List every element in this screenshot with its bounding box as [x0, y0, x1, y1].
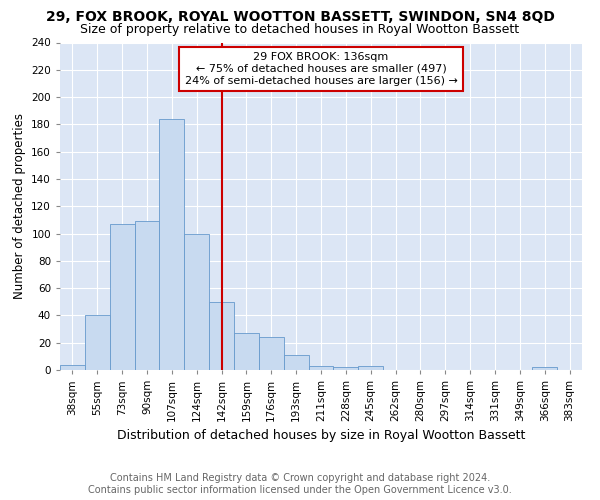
Text: 29 FOX BROOK: 136sqm
← 75% of detached houses are smaller (497)
24% of semi-deta: 29 FOX BROOK: 136sqm ← 75% of detached h… [185, 52, 457, 86]
Bar [259, 337, 284, 370]
Bar [284, 355, 308, 370]
Bar [184, 234, 209, 370]
Bar [334, 368, 358, 370]
Bar [358, 366, 383, 370]
Bar [134, 222, 160, 370]
Bar [60, 364, 85, 370]
Bar [209, 302, 234, 370]
Bar [308, 366, 334, 370]
Bar [160, 119, 184, 370]
Text: Contains HM Land Registry data © Crown copyright and database right 2024.
Contai: Contains HM Land Registry data © Crown c… [88, 474, 512, 495]
Text: Size of property relative to detached houses in Royal Wootton Bassett: Size of property relative to detached ho… [80, 22, 520, 36]
X-axis label: Distribution of detached houses by size in Royal Wootton Bassett: Distribution of detached houses by size … [117, 430, 525, 442]
Bar [85, 316, 110, 370]
Bar [532, 368, 557, 370]
Text: 29, FOX BROOK, ROYAL WOOTTON BASSETT, SWINDON, SN4 8QD: 29, FOX BROOK, ROYAL WOOTTON BASSETT, SW… [46, 10, 554, 24]
Bar [234, 333, 259, 370]
Bar [110, 224, 134, 370]
Y-axis label: Number of detached properties: Number of detached properties [13, 114, 26, 299]
